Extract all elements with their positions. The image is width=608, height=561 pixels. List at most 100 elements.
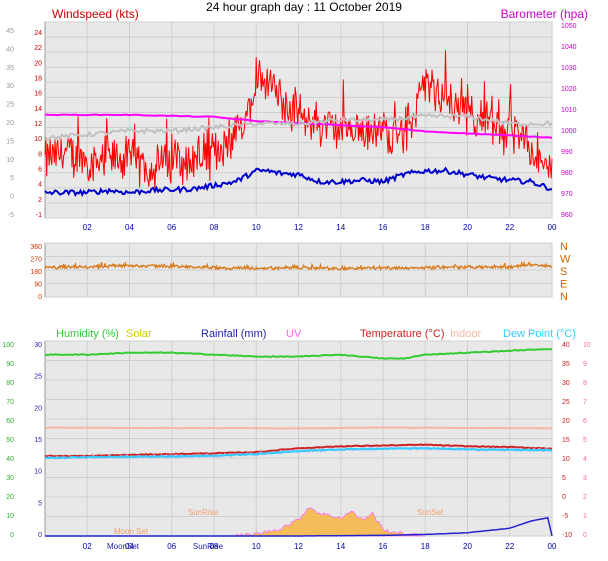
temperature-tick-label: 40	[562, 342, 570, 349]
far-left-tick-label: 30	[6, 83, 14, 90]
legend-label: Temperature (°C)	[360, 328, 444, 340]
windspeed-tick-label: 6	[38, 167, 42, 174]
x-tick-label: 10	[252, 223, 261, 232]
temperature-tick-label: 20	[562, 418, 570, 425]
temperature-tick-label: 10	[562, 456, 570, 463]
far-left-tick-label: 5	[10, 175, 14, 182]
far-left-tick-label: 25	[6, 102, 14, 109]
event-annotation: SunRise	[193, 542, 224, 551]
uv-tick-label: 4	[583, 456, 587, 463]
x-tick-label: 10	[252, 542, 261, 551]
legend-label: UV	[286, 328, 302, 340]
uv-tick-label: 5	[583, 437, 587, 444]
barometer-tick-label: 970	[561, 191, 573, 198]
dew-point-line	[44, 446, 553, 460]
humidity-tick-label: 0	[10, 532, 14, 539]
event-annotation: SunSet	[417, 508, 444, 517]
barometer-tick-label: 1030	[561, 65, 577, 72]
temperature-tick-label: 15	[562, 437, 570, 444]
grey-series-line	[44, 112, 553, 141]
rainfall-line	[45, 516, 553, 537]
event-annotation: MoonSet	[107, 542, 140, 551]
humidity-tick-label: 60	[6, 418, 14, 425]
x-tick-label: 06	[167, 223, 176, 232]
uv-tick-label: 3	[583, 475, 587, 482]
temperature-tick-label: -5	[562, 513, 568, 520]
windspeed-tick-label: 18	[34, 76, 42, 83]
uv-tick-label: 10	[583, 342, 591, 349]
humidity-tick-label: 90	[6, 361, 14, 368]
uv-tick-label: 6	[583, 418, 587, 425]
far-left-tick-label: 15	[6, 138, 14, 145]
x-tick-label: 22	[505, 223, 514, 232]
legend-label: Indoor	[450, 328, 482, 340]
solar-area	[234, 507, 426, 537]
x-tick-label: 02	[83, 223, 92, 232]
temperature-line	[44, 443, 553, 458]
x-tick-label: 22	[505, 542, 514, 551]
x-tick-label: 08	[210, 223, 219, 232]
temperature-tick-label: 5	[562, 475, 566, 482]
x-tick-label: 18	[421, 223, 430, 232]
x-tick-label: 04	[125, 542, 134, 551]
indoor-temperature-line	[44, 426, 553, 430]
barometer-tick-label: 1050	[561, 23, 577, 30]
avg-windspeed-line	[44, 166, 553, 198]
humidity-tick-label: 100	[2, 342, 14, 349]
far-left-tick-label: 45	[6, 28, 14, 35]
humidity-tick-label: 70	[6, 399, 14, 406]
x-tick-label: 16	[379, 542, 388, 551]
legend-label: Rainfall (mm)	[201, 328, 266, 340]
temperature-tick-label: -10	[562, 532, 572, 539]
windspeed-tick-label: 22	[34, 45, 42, 52]
far-left-tick-label: 10	[6, 157, 14, 164]
wind-dir-tick-label: 360	[30, 244, 42, 251]
legend-label: Dew Point (°C)	[503, 328, 576, 340]
barometer-tick-label: 960	[561, 212, 573, 219]
far-left-tick-label: 35	[6, 65, 14, 72]
x-tick-label: 18	[421, 542, 430, 551]
temperature-humidity-panel: Humidity (%) Solar Rainfall (mm) UV Temperat…	[2, 328, 591, 551]
rainfall-tick-label: 5	[38, 500, 42, 507]
compass-label: N	[560, 241, 568, 253]
windspeed-tick-label: 10	[34, 136, 42, 143]
uv-tick-label: 0	[583, 532, 587, 539]
x-tick-label: 16	[379, 223, 388, 232]
compass-label: S	[560, 266, 567, 278]
far-left-tick-label: 0	[10, 194, 14, 201]
wind-dir-tick-label: 270	[30, 257, 42, 264]
humidity-tick-label: 10	[6, 513, 14, 520]
windspeed-tick-label: 16	[34, 91, 42, 98]
x-tick-label: 20	[463, 223, 472, 232]
x-tick-label: 14	[336, 223, 345, 232]
windspeed-tick-label: 2	[38, 197, 42, 204]
windspeed-tick-label: 14	[34, 106, 42, 113]
compass-label: E	[560, 279, 567, 291]
temperature-tick-label: 0	[562, 494, 566, 501]
humidity-tick-label: 20	[6, 494, 14, 501]
windspeed-tick-label: 12	[34, 121, 42, 128]
windspeed-tick-label: 4	[38, 182, 42, 189]
humidity-tick-label: 80	[6, 380, 14, 387]
temperature-tick-label: 30	[562, 380, 570, 387]
barometer-tick-label: 1040	[561, 44, 577, 51]
windspeed-axis-label: Windspeed (kts)	[52, 7, 139, 21]
wind-dir-tick-label: 0	[38, 294, 42, 301]
x-tick-label: 12	[294, 223, 303, 232]
far-left-tick-label: -5	[8, 212, 14, 219]
x-tick-label: 20	[463, 542, 472, 551]
x-tick-label: 14	[336, 542, 345, 551]
rainfall-tick-label: 0	[38, 532, 42, 539]
compass-label: W	[560, 254, 571, 266]
barometer-axis-label: Barometer (hpa)	[501, 7, 588, 21]
barometer-tick-label: 980	[561, 170, 573, 177]
windspeed-tick-label: -1	[36, 212, 42, 219]
x-tick-label: 06	[167, 542, 176, 551]
windspeed-tick-label: 24	[34, 30, 42, 37]
x-tick-label: 04	[125, 223, 134, 232]
windspeed-tick-label: 8	[38, 151, 42, 158]
chart-title: 24 hour graph day : 11 October 2019	[206, 0, 402, 14]
wind-direction-line	[44, 260, 553, 272]
x-tick-label: 02	[83, 542, 92, 551]
